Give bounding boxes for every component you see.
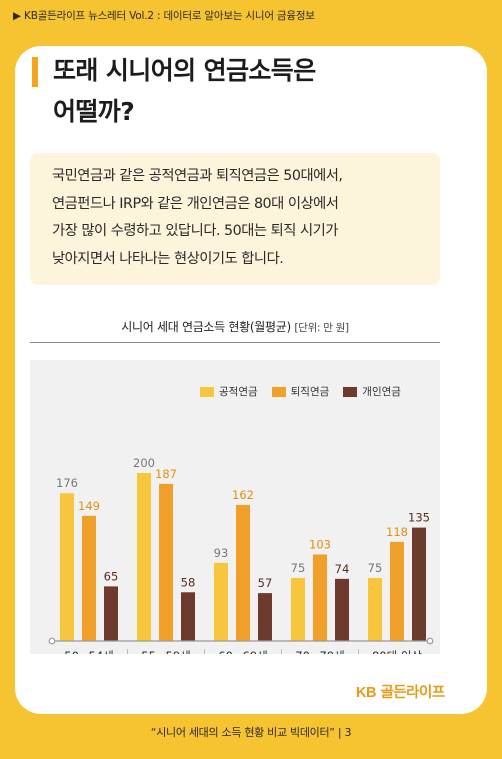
- chart-unit-label: [단위: 만 원]: [294, 322, 349, 334]
- legend-item-retirement-pension: 퇴직연금: [271, 384, 330, 399]
- chart-title-row: 시니어 세대 연금소득 현황(월평균) [단위: 만 원]: [30, 318, 440, 335]
- bar-3-1: [104, 586, 118, 641]
- bar-3-3: [258, 593, 272, 641]
- data-label-1-1: 176: [56, 476, 78, 490]
- data-label-3-3: 57: [258, 576, 273, 590]
- data-label-3-4: 74: [335, 562, 350, 576]
- data-label-1-2: 200: [133, 456, 155, 470]
- legend-swatch-public-pension: [200, 386, 214, 397]
- page-footer: “시니어 세대의 소득 현황 비교 빅데이터” | 3: [150, 726, 352, 739]
- data-label-1-3: 93: [214, 546, 229, 560]
- bar-2-4: [313, 554, 327, 641]
- logo-kb: KB: [356, 685, 376, 701]
- bar-3-5: [412, 527, 426, 641]
- x-tick-label-2: 55~59세: [141, 649, 190, 654]
- info-line-3: 가장 많이 수령하고 있답니다. 50대는 퇴직 시기가: [52, 223, 338, 239]
- bar-1-3: [214, 562, 228, 641]
- legend-label-public-pension: 공적연금: [219, 386, 258, 398]
- legend-swatch-retirement-pension: [271, 386, 286, 397]
- info-line-2: 연금펀드나 IRP와 같은 개인연금은 80대 이상에서: [52, 195, 339, 212]
- data-label-2-2: 187: [155, 467, 177, 481]
- page-title-line-2: 어떨까?: [53, 97, 135, 126]
- legend-swatch-private-pension: [343, 386, 358, 397]
- data-label-2-4: 103: [309, 537, 331, 551]
- chart-divider: [30, 342, 440, 343]
- logo-text: 골든라이프: [375, 685, 446, 701]
- page-title: 또래 시니어의 연금소득은 어떨까?: [53, 50, 433, 132]
- data-label-3-1: 65: [104, 569, 119, 583]
- page-title-line-1: 또래 시니어의 연금소득은: [53, 56, 316, 85]
- bar-2-5: [390, 541, 404, 641]
- legend-item-public-pension: 공적연금: [200, 384, 258, 399]
- newsletter-breadcrumb: ▶ KB골든라이프 뉴스레터 Vol.2 : 데이터로 알아보는 시니어 금융정…: [13, 10, 315, 22]
- data-label-2-1: 149: [78, 499, 100, 513]
- legend-label-private-pension: 개인연금: [362, 386, 401, 398]
- bar-2-2: [159, 483, 173, 641]
- data-label-3-2: 58: [181, 575, 196, 589]
- title-accent-bar: [32, 57, 38, 87]
- x-tick-label-4: 70~79세: [295, 649, 344, 654]
- bar-3-4: [335, 578, 349, 641]
- info-box: 국민연금과 같은 공적연금과 퇴직연금은 50대에서, 연금펀드나 IRP와 같…: [30, 153, 440, 285]
- info-line-4: 낮아지면서 나타나는 현상이기도 합니다.: [52, 250, 284, 267]
- x-axis-left-dot: [48, 637, 56, 645]
- x-tick-label-5: 80대 이상: [372, 649, 422, 654]
- data-label-1-5: 75: [368, 561, 383, 575]
- x-axis-right-dot: [426, 637, 434, 645]
- info-line-1: 국민연금과 같은 공적연금과 퇴직연금은 50대에서,: [52, 168, 343, 184]
- data-label-3-5: 135: [408, 511, 430, 525]
- x-tick-label-3: 60~69세: [218, 649, 267, 654]
- legend-item-private-pension: 개인연금: [343, 384, 401, 399]
- bar-1-2: [137, 473, 151, 641]
- kb-golden-life-logo: KB 골든라이프: [356, 681, 445, 702]
- bar-2-1: [82, 515, 96, 641]
- legend-label-retirement-pension: 퇴직연금: [290, 386, 330, 398]
- data-label-2-3: 162: [232, 488, 254, 502]
- x-tick-label-1: 50~54세: [64, 649, 113, 654]
- bar-3-2: [181, 592, 195, 641]
- bar-2-3: [236, 504, 250, 641]
- bar-1-4: [291, 578, 305, 641]
- bar-1-1: [60, 493, 74, 641]
- data-label-2-5: 118: [386, 525, 408, 539]
- bar-1-5: [368, 578, 382, 641]
- chart-title: 시니어 세대 연금소득 현황(월평균): [121, 320, 291, 334]
- chart-legend: 공적연금 퇴직연금 개인연금: [200, 384, 401, 399]
- data-label-1-4: 75: [291, 561, 306, 575]
